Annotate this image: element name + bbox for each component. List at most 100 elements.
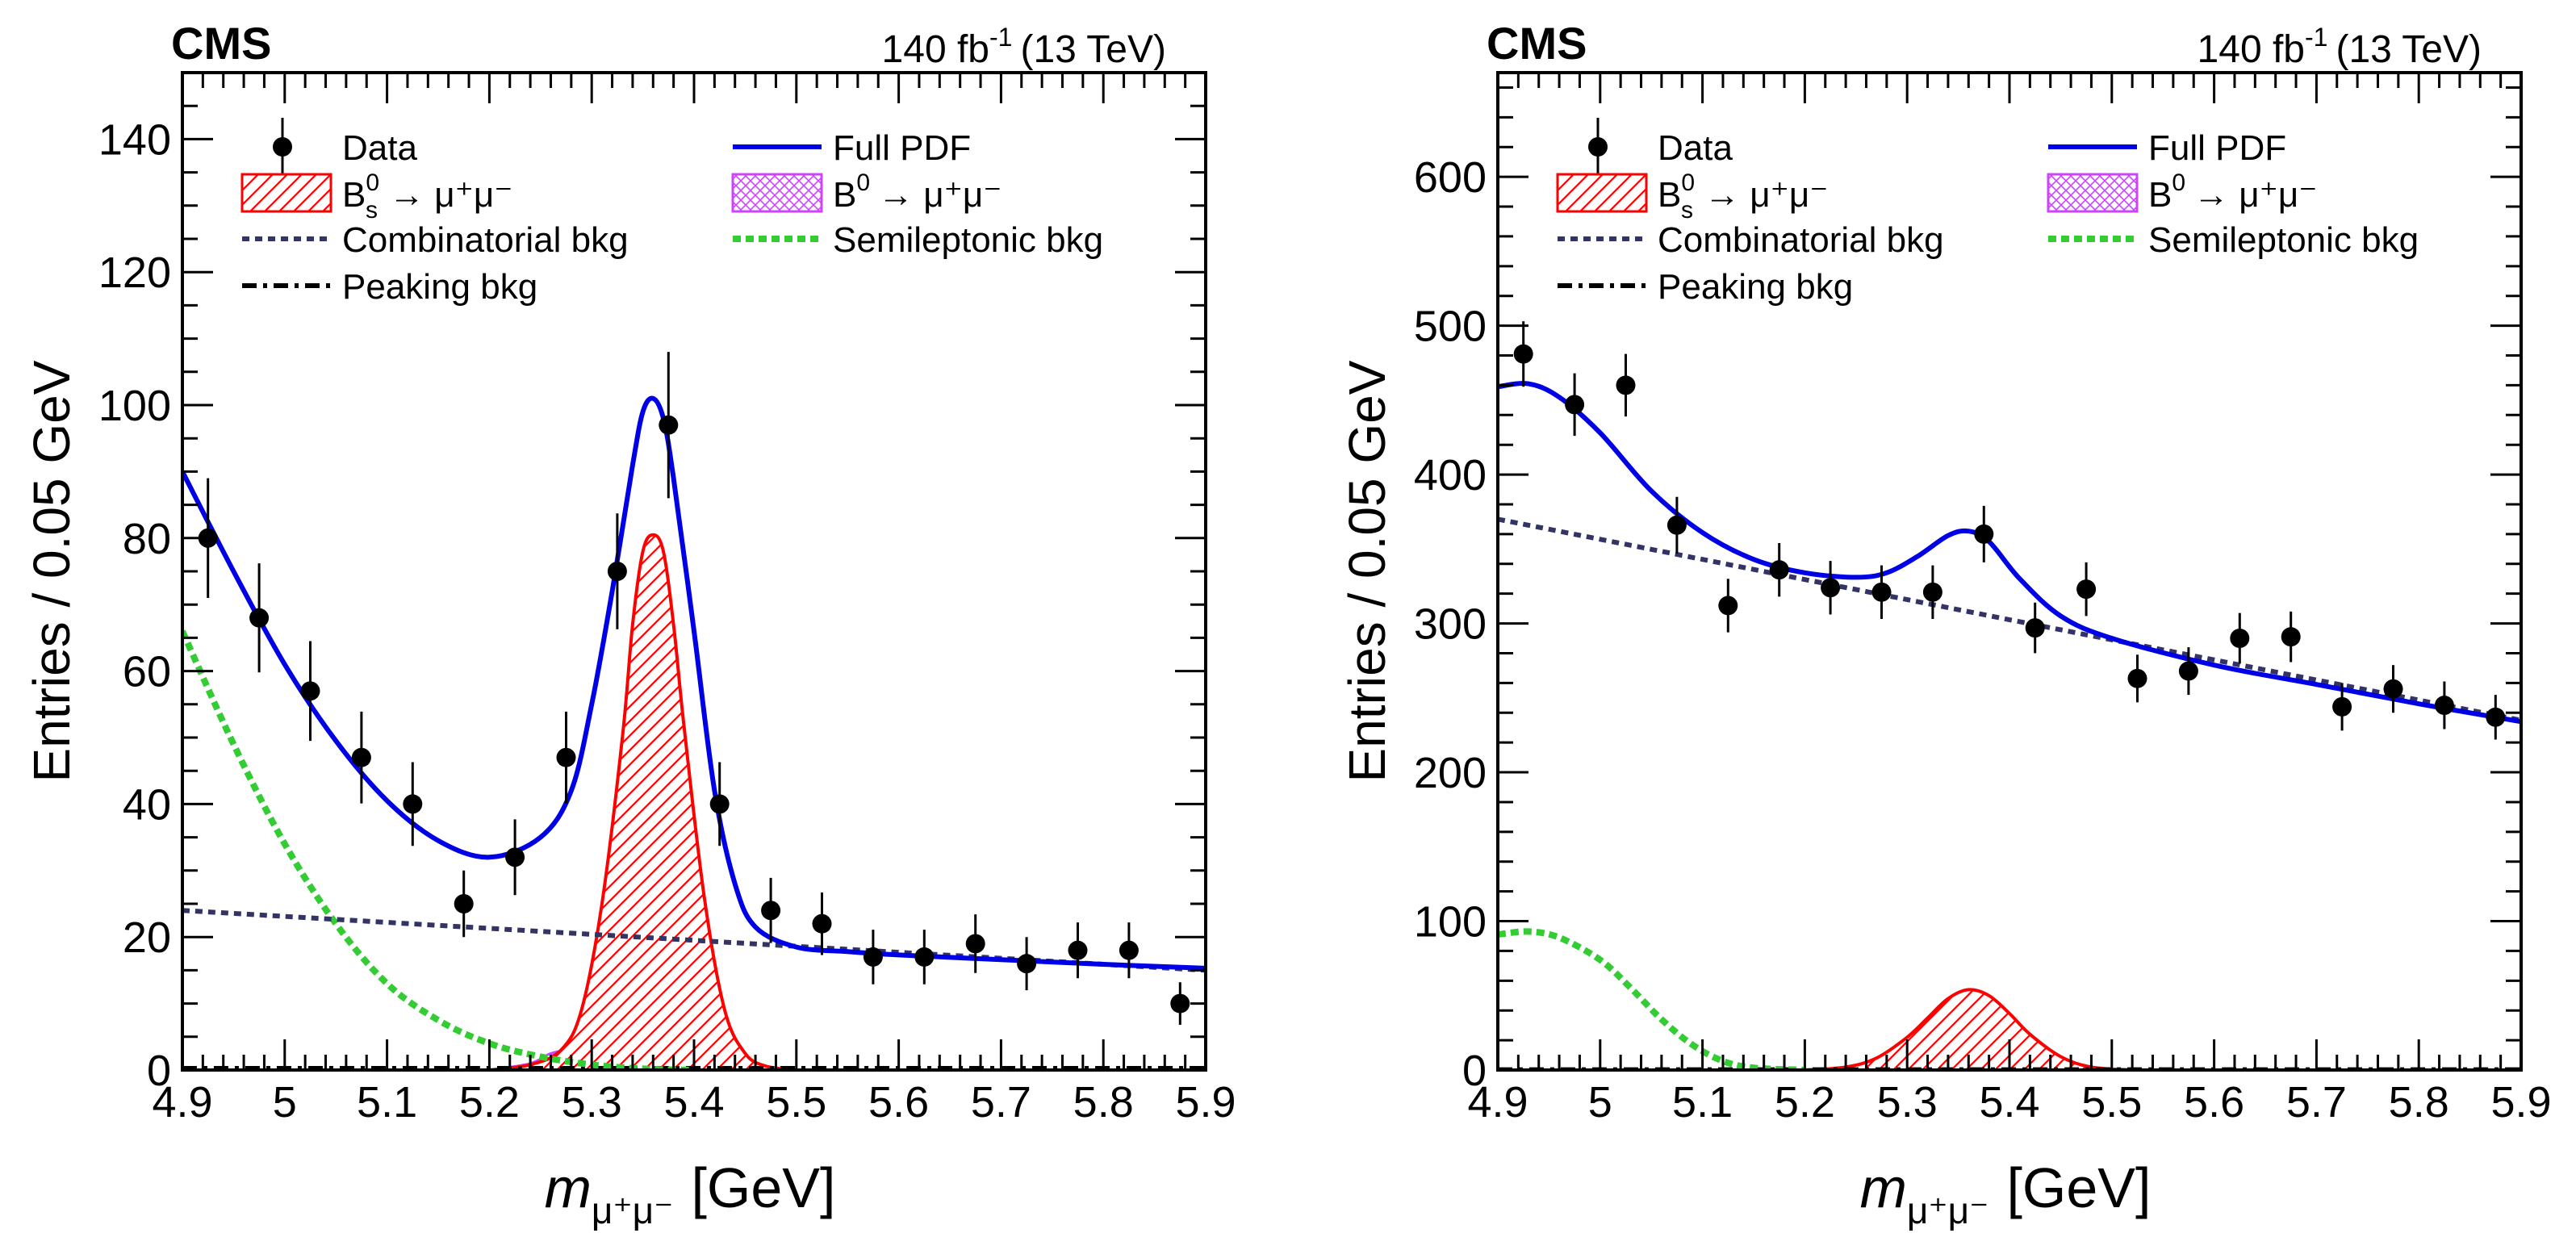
data-point — [556, 711, 576, 804]
legend-semileptonic-label: Semileptonic bkg — [2148, 220, 2419, 260]
x-tick-label: 5.3 — [562, 1078, 622, 1127]
data-point — [659, 352, 679, 499]
legend-b0-swatch — [731, 173, 823, 213]
lumi-energy-label: 140 fb-1 (13 TeV) — [2198, 23, 2482, 71]
line-layer — [1498, 381, 2521, 1070]
data-marker — [2434, 696, 2454, 716]
data-point — [2486, 695, 2506, 740]
data-marker — [659, 415, 679, 435]
bs-signal-area — [489, 533, 797, 1070]
data-points — [198, 352, 1190, 1025]
data-point — [2230, 612, 2250, 664]
combinatorial-bkg-curve — [1498, 516, 2521, 723]
data-point — [1922, 565, 1942, 620]
y-tick-label: 20 — [123, 913, 171, 962]
data-marker — [2486, 707, 2506, 727]
data-marker — [1119, 940, 1139, 960]
data-marker — [300, 681, 320, 701]
x-tick-label: 5.8 — [1073, 1078, 1134, 1127]
data-marker — [1170, 993, 1190, 1014]
data-point — [1769, 542, 1789, 597]
data-marker — [454, 894, 474, 913]
data-point — [454, 870, 474, 938]
x-tick-labels: 4.9 5 5.1 5.2 5.3 5.4 5.5 5.6 5.7 5.8 5.9 — [152, 1078, 1236, 1127]
data-point — [351, 711, 371, 804]
data-marker — [1565, 395, 1585, 415]
legend-semileptonic-label: Semileptonic bkg — [833, 220, 1103, 260]
data-point — [1068, 922, 1088, 979]
y-tick-label: 300 — [1414, 600, 1487, 649]
x-tick-label: 5.7 — [2286, 1078, 2347, 1127]
bs-signal-area — [1804, 988, 2133, 1070]
data-marker — [863, 947, 883, 967]
x-tick-label: 5.3 — [1877, 1078, 1938, 1127]
legend-combinatorial-label: Combinatorial bkg — [342, 220, 629, 260]
y-tick-label: 80 — [123, 515, 171, 563]
legend-b0-swatch — [2047, 173, 2139, 213]
data-point — [761, 877, 781, 943]
y-tick-label: 0 — [147, 1047, 171, 1095]
data-point — [1974, 505, 1994, 562]
data-point — [965, 914, 985, 973]
x-tick-label: 4.9 — [1467, 1078, 1528, 1127]
y-tick-label: 100 — [98, 382, 171, 430]
data-marker — [709, 794, 730, 814]
data-marker — [1068, 940, 1088, 960]
semileptonic-bkg-curve — [1498, 928, 1805, 1070]
data-point — [505, 819, 525, 896]
data-marker — [761, 901, 781, 921]
y-axis-label: Entries / 0.05 GeV — [23, 360, 81, 782]
data-point — [2127, 654, 2147, 703]
full-pdf-curve — [1498, 381, 2521, 725]
legend-fullpdf-label: Full PDF — [833, 128, 971, 168]
x-tick-label: 5 — [273, 1078, 297, 1127]
data-marker — [1718, 596, 1738, 616]
legend-peaking-label: Peaking bkg — [1658, 267, 1853, 307]
data-marker — [2383, 679, 2403, 699]
y-tick-label: 140 — [98, 115, 171, 164]
data-point — [1565, 373, 1585, 437]
legend-combinatorial-label: Combinatorial bkg — [1658, 220, 1944, 260]
data-points — [1513, 321, 2506, 740]
data-marker — [1513, 344, 1533, 364]
data-marker — [914, 947, 935, 967]
legend-bs-label: B0 s → μ⁺μ⁻ — [342, 169, 512, 224]
data-point — [1017, 937, 1037, 991]
data-point — [812, 892, 832, 955]
x-tick-label: 5.6 — [868, 1078, 929, 1127]
cms-label: CMS — [171, 18, 271, 69]
data-point — [2178, 647, 2198, 696]
x-tick-label: 5.2 — [1775, 1078, 1835, 1127]
data-marker — [351, 747, 371, 767]
data-marker — [2332, 696, 2352, 717]
data-marker — [249, 608, 270, 628]
data-point — [1666, 496, 1687, 554]
data-point — [607, 513, 627, 629]
x-tick-label: 5.4 — [663, 1078, 724, 1127]
y-tick-label: 600 — [1414, 153, 1487, 202]
y-tick-label: 500 — [1414, 303, 1487, 351]
data-marker — [2281, 627, 2301, 647]
y-tick-labels: 0 20 40 60 80 100 120 140 — [98, 115, 171, 1095]
data-marker — [1974, 524, 1994, 544]
data-marker — [1871, 582, 1892, 602]
legend-bs-swatch — [240, 173, 332, 213]
data-marker — [556, 747, 576, 767]
legend-data-label: Data — [1658, 128, 1733, 168]
data-point — [709, 762, 730, 846]
data-marker — [1769, 560, 1789, 580]
x-tick-label: 5 — [1588, 1078, 1612, 1127]
legend-b0-label: B0 → μ⁺μ⁻ — [2148, 169, 2317, 215]
y-tick-label: 100 — [1414, 898, 1487, 947]
data-point — [2076, 562, 2097, 617]
data-point — [1513, 321, 1533, 387]
data-marker — [505, 847, 525, 867]
cms-label: CMS — [1487, 18, 1587, 69]
data-marker — [2127, 668, 2147, 688]
left-panel: CMS 140 fb-1 (13 TeV) 4.9 5 5.1 5.2 5.3 5.4 5.5… — [23, 18, 1236, 1231]
data-point — [1821, 561, 1841, 615]
data-point — [914, 930, 935, 984]
y-axis-label: Entries / 0.05 GeV — [1338, 360, 1396, 782]
